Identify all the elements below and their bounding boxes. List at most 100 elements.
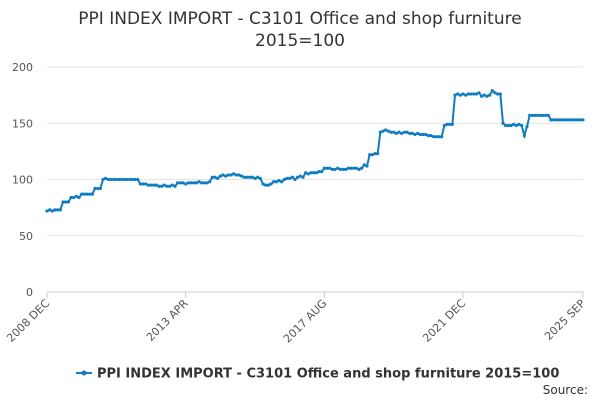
point xyxy=(141,182,145,186)
point xyxy=(386,129,390,133)
point xyxy=(461,92,465,96)
point xyxy=(45,209,49,213)
point xyxy=(341,167,345,171)
point xyxy=(520,123,524,128)
point xyxy=(397,130,401,134)
point xyxy=(434,135,438,139)
point xyxy=(136,177,140,182)
point xyxy=(440,135,444,139)
point xyxy=(144,182,148,186)
point xyxy=(512,122,516,126)
point xyxy=(274,180,278,184)
point xyxy=(61,200,65,204)
point xyxy=(352,166,356,170)
point xyxy=(312,171,316,175)
point xyxy=(450,122,454,126)
point xyxy=(133,177,137,182)
point xyxy=(64,200,68,204)
point xyxy=(298,174,302,178)
point xyxy=(120,177,124,182)
point xyxy=(258,176,262,180)
point xyxy=(186,181,190,185)
point xyxy=(554,118,558,122)
point xyxy=(544,113,548,117)
point xyxy=(296,175,300,179)
point xyxy=(117,177,121,182)
point xyxy=(256,175,260,179)
y-tick-label: 0 xyxy=(26,286,33,299)
point xyxy=(357,167,361,171)
point xyxy=(346,166,350,170)
point xyxy=(304,171,308,175)
point xyxy=(400,131,404,135)
point xyxy=(80,192,84,196)
point xyxy=(181,181,185,185)
point xyxy=(338,167,342,171)
point xyxy=(413,132,417,137)
point xyxy=(202,181,206,185)
point xyxy=(325,166,329,170)
point xyxy=(248,175,252,179)
point xyxy=(90,192,94,196)
point xyxy=(509,123,513,128)
point xyxy=(360,166,364,170)
point xyxy=(392,130,396,134)
point xyxy=(50,209,54,213)
point xyxy=(536,113,540,117)
point xyxy=(552,118,556,122)
point xyxy=(394,131,398,135)
point xyxy=(96,186,100,191)
point xyxy=(122,177,126,182)
point xyxy=(370,153,374,157)
point xyxy=(154,183,158,187)
point xyxy=(314,171,318,175)
point xyxy=(85,192,89,196)
point xyxy=(368,153,372,157)
point xyxy=(306,172,310,176)
point xyxy=(82,192,86,196)
point xyxy=(232,172,236,176)
point xyxy=(88,192,92,196)
x-tick-label: 2013 APR xyxy=(144,297,191,344)
point xyxy=(501,121,505,125)
point xyxy=(322,166,326,170)
point xyxy=(157,184,161,188)
point xyxy=(266,183,270,187)
legend-label: PPI INDEX IMPORT - C3101 Office and shop… xyxy=(97,367,559,382)
point xyxy=(98,186,102,191)
point xyxy=(410,131,414,135)
point xyxy=(432,135,436,139)
point xyxy=(328,166,332,170)
point xyxy=(565,118,569,122)
point xyxy=(165,184,169,188)
point xyxy=(557,118,561,122)
point xyxy=(170,183,174,187)
point xyxy=(269,182,273,186)
point xyxy=(466,92,470,96)
point xyxy=(416,131,420,135)
point xyxy=(224,174,228,178)
point xyxy=(330,167,334,171)
y-tick-label: 100 xyxy=(12,174,33,187)
point xyxy=(197,180,201,184)
point xyxy=(114,177,118,182)
chart-subtitle: 2015=100 xyxy=(255,31,345,51)
point xyxy=(280,180,284,184)
point xyxy=(194,181,198,185)
point xyxy=(362,163,366,167)
point xyxy=(264,183,268,187)
y-tick-label: 50 xyxy=(19,230,33,243)
point xyxy=(293,177,297,182)
point xyxy=(149,183,153,187)
point xyxy=(178,181,182,185)
point xyxy=(365,164,369,168)
point xyxy=(453,93,457,97)
point xyxy=(528,113,532,117)
point xyxy=(176,181,180,185)
point xyxy=(317,170,321,174)
point xyxy=(290,175,294,179)
point xyxy=(570,118,574,122)
point xyxy=(560,118,564,122)
point xyxy=(445,122,449,126)
